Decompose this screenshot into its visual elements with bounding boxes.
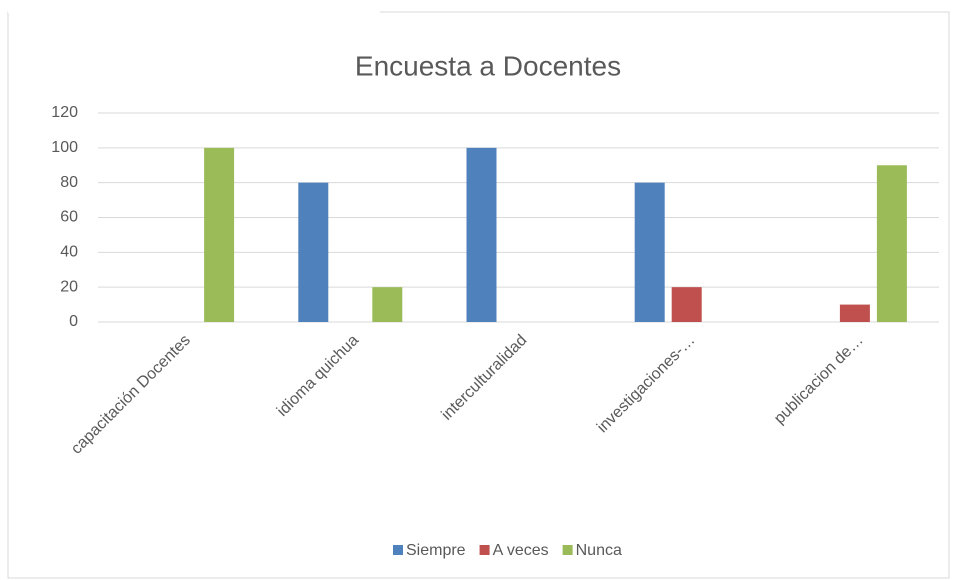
- legend-label: Nunca: [576, 542, 622, 559]
- bar: [876, 165, 907, 322]
- legend-label: A veces: [493, 542, 549, 559]
- legend-label: Siempre: [406, 542, 466, 559]
- y-tick-label: 0: [69, 313, 78, 330]
- chart-title: Encuesta a Docentes: [355, 50, 621, 81]
- legend-swatch: [562, 545, 573, 555]
- y-tick-label: 80: [60, 174, 78, 191]
- bar: [839, 304, 870, 322]
- bar: [634, 182, 665, 322]
- bar: [671, 287, 702, 322]
- bar: [298, 182, 329, 322]
- y-tick-label: 20: [60, 278, 78, 295]
- y-tick-label: 40: [60, 244, 78, 261]
- y-tick-label: 60: [60, 209, 78, 226]
- legend-swatch: [393, 545, 403, 555]
- bar: [466, 147, 497, 322]
- y-tick-label: 120: [51, 104, 78, 121]
- y-tick-label: 100: [51, 139, 78, 156]
- bar: [372, 287, 403, 322]
- legend-swatch: [479, 545, 490, 555]
- bar: [204, 147, 235, 322]
